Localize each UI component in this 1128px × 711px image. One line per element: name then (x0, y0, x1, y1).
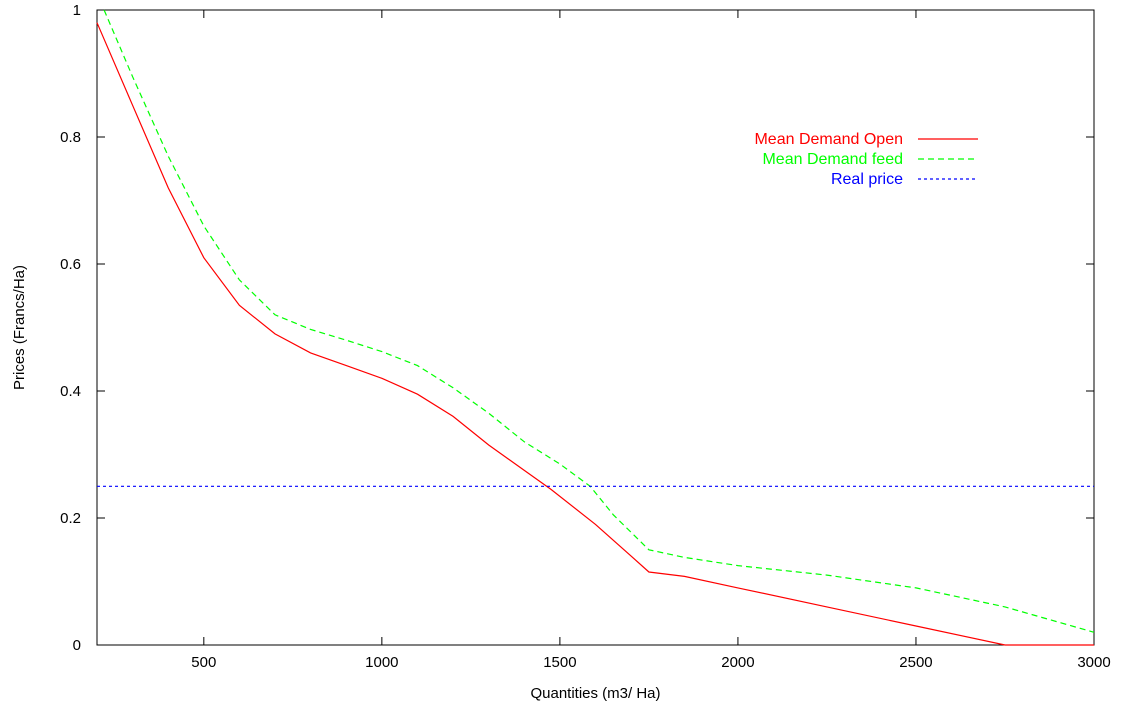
x-tick-label: 1000 (365, 654, 398, 671)
y-tick-label: 0.8 (60, 129, 81, 146)
legend-label-3: Real price (831, 171, 903, 188)
series (96, 9, 1095, 646)
plot-frame (96, 9, 1095, 646)
axes: 500 1000 1500 2000 2500 3000 0 0.2 0.4 0.6 0.8 1 (60, 2, 1111, 671)
legend: Mean Demand Open Mean Demand feed Real pri… (754, 131, 978, 188)
y-tick-label: 0.2 (60, 510, 81, 527)
x-tick-label: 2000 (721, 654, 754, 671)
x-tick-label: 2500 (899, 654, 932, 671)
x-axis-title: Quantities (m3/ Ha) (530, 685, 660, 702)
y-tick-label: 0.4 (60, 383, 81, 400)
series-line-2 (103, 9, 1095, 633)
y-tick-label: 1 (73, 2, 81, 19)
y-axis-title: Prices (Francs/Ha) (11, 265, 28, 390)
y-tick-label: 0.6 (60, 256, 81, 273)
legend-label-2: Mean Demand feed (762, 151, 903, 168)
y-tick-label: 0 (73, 637, 81, 654)
series-line-1 (96, 22, 1094, 646)
x-tick-label: 3000 (1077, 654, 1110, 671)
legend-label-1: Mean Demand Open (754, 131, 903, 148)
x-tick-label: 500 (191, 654, 216, 671)
x-tick-label: 1500 (543, 654, 576, 671)
